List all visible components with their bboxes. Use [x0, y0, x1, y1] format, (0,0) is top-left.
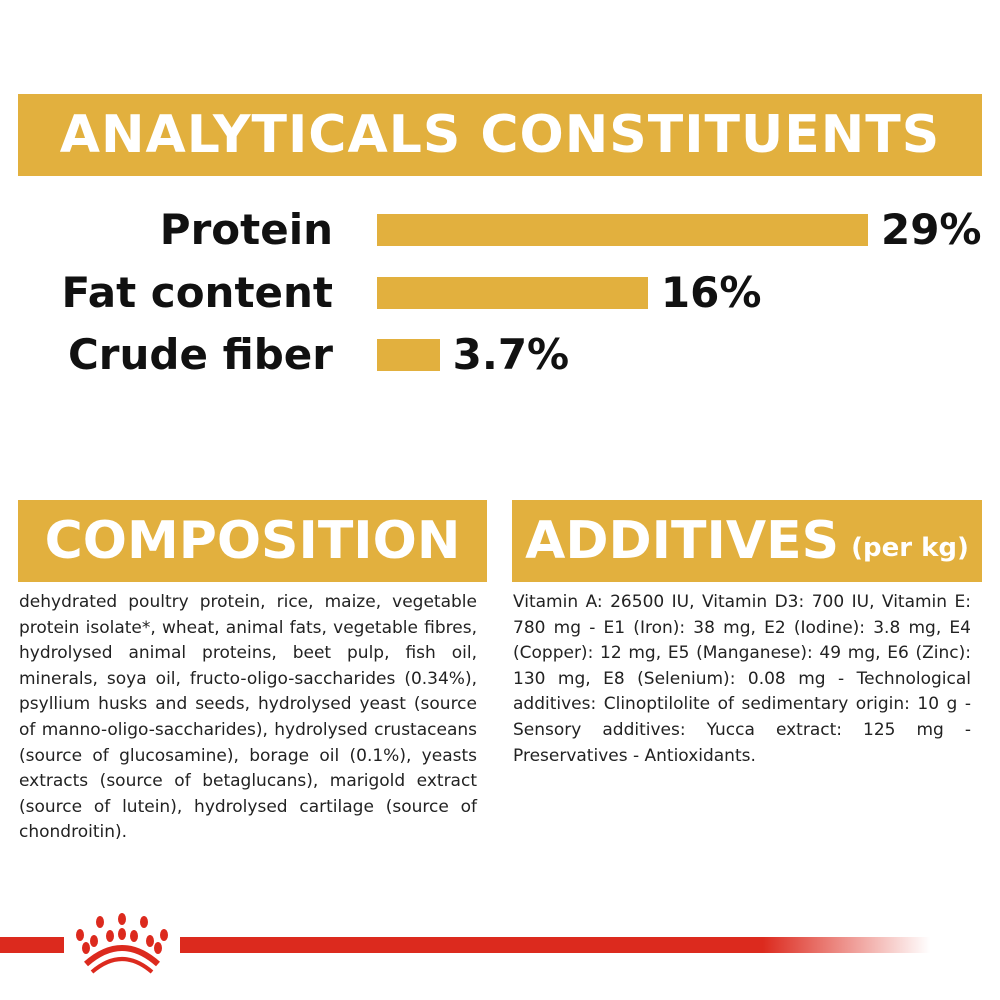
additives-header: ADDITIVES (per kg): [512, 500, 982, 582]
composition-text: dehydrated poultry protein, rice, maize,…: [19, 592, 477, 843]
additives-title: ADDITIVES: [525, 511, 840, 571]
composition-header: COMPOSITION: [18, 500, 487, 582]
analyticals-header: ANALYTICALS CONSTITUENTS: [18, 94, 982, 176]
bar: [377, 339, 440, 371]
bar: [377, 214, 868, 246]
bar-label: Crude fiber: [67, 330, 333, 379]
additives-text: Vitamin A: 26500 IU, Vitamin D3: 700 IU,…: [513, 592, 971, 766]
brand-red-line: [0, 937, 930, 953]
composition-title: COMPOSITION: [44, 511, 461, 571]
bar-label: Protein: [159, 205, 333, 254]
bar-value-label: 16%: [660, 268, 762, 317]
crown-logo-icon: [64, 912, 180, 974]
additives-unit: (per kg): [851, 533, 969, 563]
bar-value-label: 3.7%: [452, 330, 570, 379]
bar-label: Fat content: [61, 268, 333, 317]
bar-value-label: 29%: [880, 205, 982, 254]
bar: [377, 277, 648, 309]
analyticals-title: ANALYTICALS CONSTITUENTS: [59, 105, 941, 165]
